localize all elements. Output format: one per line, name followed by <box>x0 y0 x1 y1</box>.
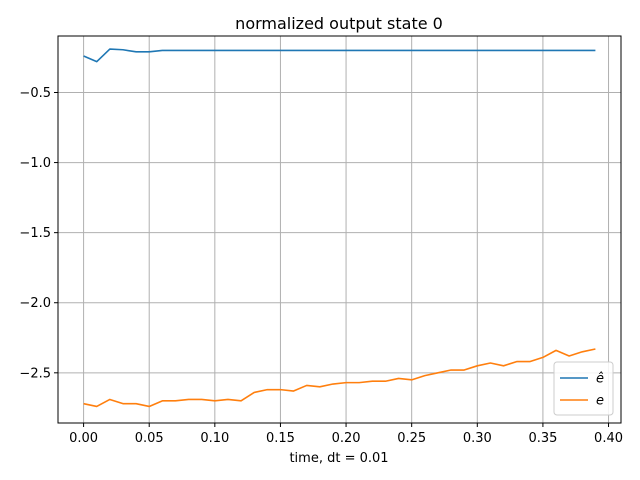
legend-label: e <box>596 394 604 409</box>
x-tick-label: 0.10 <box>200 431 229 446</box>
gridlines <box>58 36 621 423</box>
x-tick-label: 0.15 <box>266 431 295 446</box>
legend-label: ê <box>596 372 604 387</box>
chart-title: normalized output state 0 <box>235 14 443 33</box>
y-tick-label: −1.0 <box>19 156 51 171</box>
plot-area <box>83 48 596 408</box>
x-tick-label: 0.35 <box>528 431 557 446</box>
x-tick-label: 0.00 <box>69 431 98 446</box>
series-line-0 <box>83 48 596 63</box>
legend: êe <box>553 361 614 416</box>
y-tick-label: −0.5 <box>19 86 51 101</box>
legend-box <box>553 361 614 416</box>
x-tick-label: 0.30 <box>463 431 492 446</box>
series-line-1 <box>83 348 596 408</box>
x-tick-label: 0.05 <box>135 431 164 446</box>
y-tick-label: −2.5 <box>19 366 51 381</box>
x-tick-label: 0.25 <box>397 431 426 446</box>
y-axis: −0.5 −1.0 −1.5 −2.0 −2.5 <box>19 86 58 381</box>
x-tick-label: 0.20 <box>332 431 361 446</box>
x-tick-label: 0.40 <box>594 431 623 446</box>
axes-frame <box>57 35 622 424</box>
y-tick-label: −2.0 <box>19 296 51 311</box>
x-axis: 0.00 0.05 0.10 0.15 0.20 0.25 0.30 0.35 0.40 <box>69 423 623 446</box>
x-axis-label: time, dt = 0.01 <box>289 451 388 466</box>
y-tick-label: −1.5 <box>19 226 51 241</box>
